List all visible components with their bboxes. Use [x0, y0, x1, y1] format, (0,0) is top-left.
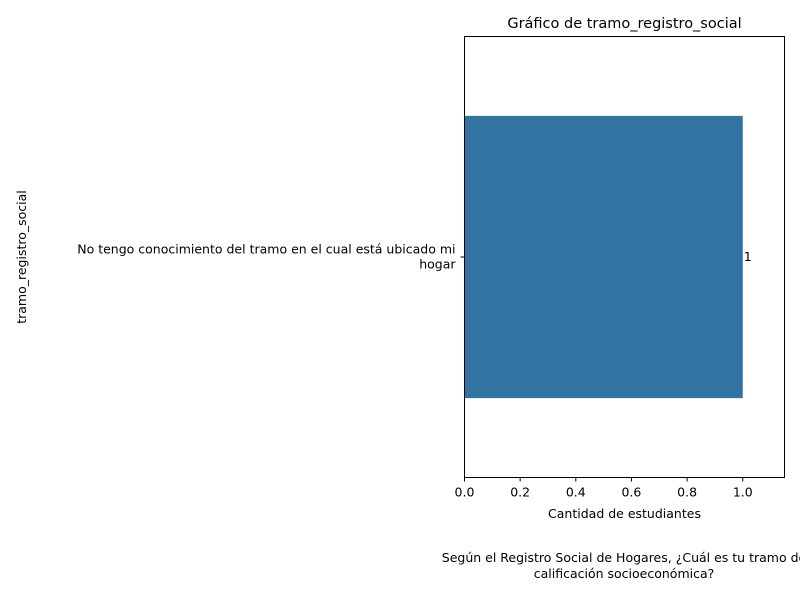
- x-tick-label: 0.0: [455, 485, 475, 500]
- bars-group: [464, 115, 743, 399]
- chart-title: Gráfico de tramo_registro_social: [507, 16, 741, 32]
- x-axis-ticks: 0.0 0.2 0.4 0.6 0.8 1.0: [455, 477, 753, 500]
- value-labels: 1: [744, 249, 752, 264]
- y-axis-ticks: No tengo conocimiento del tramo en el cu…: [77, 242, 465, 272]
- value-label: 1: [744, 249, 752, 264]
- bar: [464, 115, 743, 399]
- caption-line-1: Según el Registro Social de Hogares, ¿Cu…: [441, 550, 800, 565]
- x-tick-label: 1.0: [733, 485, 753, 500]
- x-tick-label: 0.6: [622, 485, 642, 500]
- y-tick-label: No tengo conocimiento del tramo en el cu…: [77, 242, 456, 272]
- caption-line-2: calificación socioeconómica?: [533, 566, 715, 581]
- x-tick-label: 0.8: [677, 485, 697, 500]
- x-tick-label: 0.4: [566, 485, 586, 500]
- y-axis-label: tramo_registro_social: [14, 190, 29, 324]
- x-tick-label: 0.2: [510, 485, 530, 500]
- x-axis-label: Cantidad de estudiantes: [548, 506, 701, 521]
